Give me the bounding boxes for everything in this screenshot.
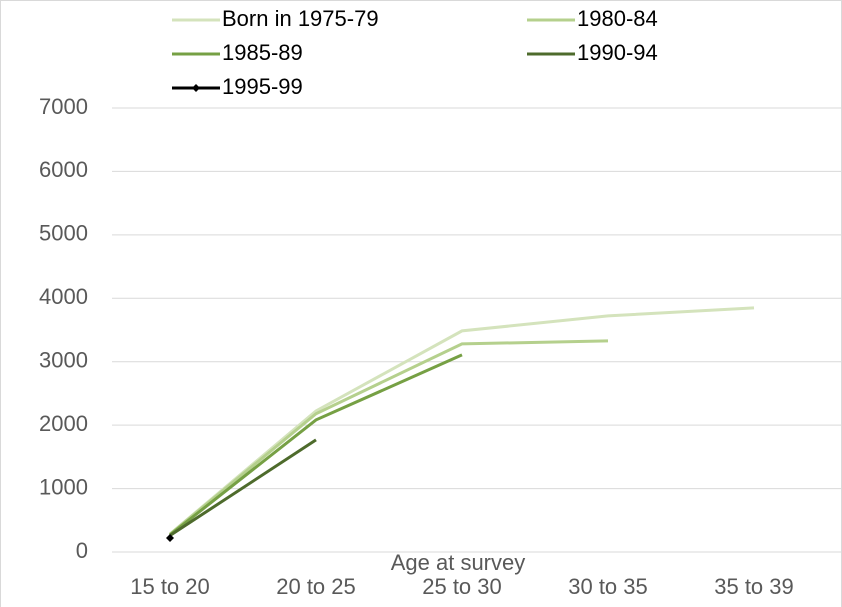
legend-label: Born in 1975-79 — [222, 6, 379, 31]
y-tick-label: 1000 — [39, 474, 88, 499]
y-tick-label: 5000 — [39, 221, 88, 246]
series-line — [169, 438, 317, 537]
x-tick-label: 25 to 30 — [422, 574, 502, 599]
y-tick-label: 6000 — [39, 157, 88, 182]
legend-label: 1980-84 — [577, 6, 658, 31]
x-tick-label: 20 to 25 — [276, 574, 356, 599]
marker — [192, 84, 200, 92]
series-line — [169, 339, 609, 536]
legend: Born in 1975-79 1980-84 1985-89 1990-94 1995… — [172, 6, 658, 99]
x-axis-title: Age at survey — [391, 550, 526, 575]
y-tick-label: 2000 — [39, 411, 88, 436]
legend-label: 1985-89 — [222, 40, 303, 65]
x-tick-label: 35 to 39 — [714, 574, 794, 599]
y-tick-label: 4000 — [39, 284, 88, 309]
series-line — [169, 306, 755, 536]
marker — [166, 533, 174, 542]
series-line — [169, 353, 463, 537]
x-tick-label: 15 to 20 — [130, 574, 210, 599]
y-tick-label: 7000 — [39, 94, 88, 119]
legend-label: 1995-99 — [222, 74, 303, 99]
y-tick-label: 3000 — [39, 348, 88, 373]
x-tick-label: 30 to 35 — [568, 574, 648, 599]
legend-label: 1990-94 — [577, 40, 658, 65]
y-tick-label: 0 — [76, 538, 88, 563]
